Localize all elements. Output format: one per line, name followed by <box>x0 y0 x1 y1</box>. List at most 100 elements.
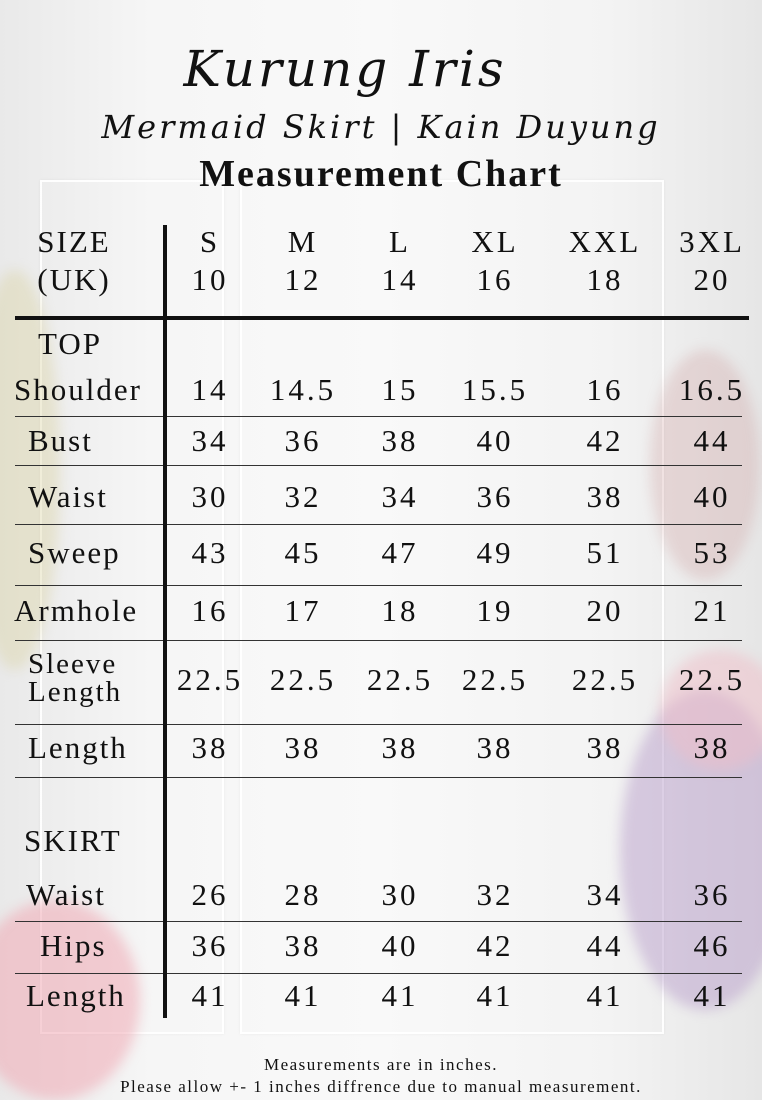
table-cell: 18 <box>381 593 419 628</box>
table-cell: 41 <box>381 978 419 1013</box>
table-cell: 22.5 <box>571 662 639 697</box>
table-cell: 22.5 <box>176 662 244 697</box>
size-label-line: SIZE <box>37 224 111 259</box>
row-divider <box>15 524 742 525</box>
table-cell: 41 <box>586 978 624 1013</box>
size-uk: 12 <box>284 262 322 297</box>
table-cell: 30 <box>191 479 229 514</box>
table-cell: 16 <box>191 593 229 628</box>
row-label: Waist <box>26 877 106 912</box>
size-letter: L <box>389 224 411 259</box>
peony-decoration <box>0 900 140 1100</box>
row-label-line: Sleeve <box>28 648 118 680</box>
table-cell: 42 <box>586 423 624 458</box>
table-cell: 51 <box>586 535 624 570</box>
table-cell: 38 <box>284 730 322 765</box>
table-cell: 47 <box>381 535 419 570</box>
row-label: Bust <box>28 423 93 458</box>
header-divider <box>15 316 749 320</box>
row-label: Length <box>26 978 126 1013</box>
table-cell: 53 <box>693 535 731 570</box>
table-cell: 22.5 <box>678 662 746 697</box>
section-label-skirt: SKIRT <box>24 823 122 858</box>
table-cell: 38 <box>693 730 731 765</box>
table-cell: 41 <box>476 978 514 1013</box>
table-cell: 36 <box>284 423 322 458</box>
table-cell: 16.5 <box>678 372 746 407</box>
table-cell: 44 <box>586 928 624 963</box>
table-cell: 36 <box>191 928 229 963</box>
table-cell: 19 <box>476 593 514 628</box>
table-cell: 36 <box>693 877 731 912</box>
page-title: Measurement Chart <box>199 153 563 195</box>
row-divider <box>15 973 742 974</box>
size-uk: 14 <box>381 262 419 297</box>
table-cell: 34 <box>381 479 419 514</box>
wall-panel <box>240 180 664 1034</box>
table-cell: 32 <box>284 479 322 514</box>
footer-note: Please allow +- 1 inches diffrence due t… <box>120 1077 642 1096</box>
row-divider <box>15 921 742 922</box>
row-label: Shoulder <box>14 372 142 407</box>
row-divider <box>15 465 742 466</box>
table-cell: 41 <box>191 978 229 1013</box>
table-cell: 38 <box>586 479 624 514</box>
table-cell: 49 <box>476 535 514 570</box>
table-cell: 43 <box>191 535 229 570</box>
table-cell: 15.5 <box>461 372 529 407</box>
table-cell: 34 <box>586 877 624 912</box>
table-cell: 17 <box>284 593 322 628</box>
table-cell: 32 <box>476 877 514 912</box>
table-cell: 34 <box>191 423 229 458</box>
table-cell: 45 <box>284 535 322 570</box>
table-cell: 40 <box>381 928 419 963</box>
size-uk: 20 <box>693 262 731 297</box>
row-label-sleeve-length: Sleeve Length <box>28 648 178 707</box>
table-cell: 41 <box>284 978 322 1013</box>
section-label-top: TOP <box>38 326 103 361</box>
row-label: Armhole <box>14 593 139 628</box>
row-divider <box>15 585 742 586</box>
table-cell: 15 <box>381 372 419 407</box>
row-divider <box>15 640 742 641</box>
table-cell: 38 <box>586 730 624 765</box>
size-letter: 3XL <box>679 224 745 259</box>
size-letter: S <box>199 224 221 259</box>
table-cell: 38 <box>284 928 322 963</box>
table-cell: 26 <box>191 877 229 912</box>
table-cell: 38 <box>381 730 419 765</box>
table-cell: 42 <box>476 928 514 963</box>
table-cell: 22.5 <box>269 662 337 697</box>
table-cell: 20 <box>586 593 624 628</box>
footer-note: Measurements are in inches. <box>263 1055 499 1074</box>
table-cell: 46 <box>693 928 731 963</box>
table-cell: 14 <box>191 372 229 407</box>
table-cell: 22.5 <box>461 662 529 697</box>
table-cell: 40 <box>476 423 514 458</box>
size-uk: 16 <box>476 262 514 297</box>
table-cell: 44 <box>693 423 731 458</box>
column-divider <box>163 225 167 1018</box>
table-cell: 16 <box>586 372 624 407</box>
table-cell: 41 <box>693 978 731 1013</box>
row-label: Hips <box>40 928 107 963</box>
row-label: Length <box>28 730 128 765</box>
table-cell: 22.5 <box>366 662 434 697</box>
row-label: Waist <box>28 479 108 514</box>
table-cell: 30 <box>381 877 419 912</box>
row-divider <box>15 777 742 778</box>
table-cell: 38 <box>381 423 419 458</box>
row-label: Sweep <box>28 535 121 570</box>
table-cell: 38 <box>191 730 229 765</box>
size-letter: M <box>287 224 319 259</box>
size-letter: XL <box>471 224 519 259</box>
size-label: SIZE (UK) <box>14 224 134 298</box>
table-cell: 28 <box>284 877 322 912</box>
table-cell: 38 <box>476 730 514 765</box>
hydrangea-pink-decoration <box>660 650 762 770</box>
size-uk: 18 <box>586 262 624 297</box>
table-cell: 21 <box>693 593 731 628</box>
table-cell: 40 <box>693 479 731 514</box>
row-divider <box>15 416 742 417</box>
table-cell: 14.5 <box>269 372 337 407</box>
